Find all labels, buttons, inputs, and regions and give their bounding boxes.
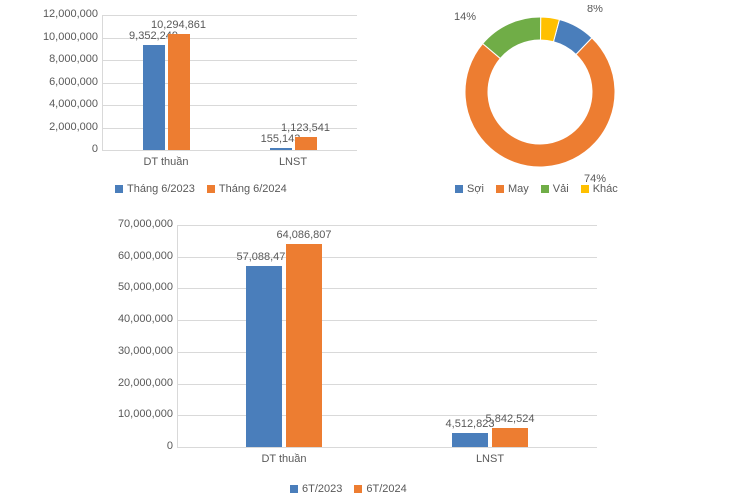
dashboard: 0 2,000,000 4,000,000 6,000,000 8,000,000 10,… (0, 0, 730, 504)
legend-item: May (496, 183, 529, 195)
legend-label: 6T/2023 (302, 483, 342, 495)
legend-swatch (541, 185, 549, 193)
gridline (177, 447, 597, 448)
donut-slice-label: 14% (454, 11, 476, 23)
y-axis-label: 0 (105, 440, 173, 452)
bar-value-label: 10,294,861 (151, 19, 207, 31)
y-axis-label: 10,000,000 (30, 31, 98, 43)
bar-value-label: 1,123,541 (278, 122, 334, 134)
donut-svg: 8%74%14%4% (420, 5, 710, 185)
category-label: DT thuần (136, 156, 196, 168)
chart-6month-legend: 6T/2023 6T/2024 (290, 483, 407, 495)
category-label: LNST (460, 453, 520, 465)
gridline (102, 150, 357, 151)
legend-label: Vải (553, 183, 569, 195)
legend-label: Khác (593, 183, 618, 195)
y-axis-label: 20,000,000 (105, 377, 173, 389)
bar (168, 34, 190, 150)
y-axis-label: 50,000,000 (105, 281, 173, 293)
legend-label: Sợi (467, 183, 484, 195)
chart-donut: 8%74%14%4% Sợi May Vải Khác (420, 5, 710, 205)
category-label: LNST (263, 156, 323, 168)
y-axis-label: 6,000,000 (30, 76, 98, 88)
gridline (102, 105, 357, 106)
gridline (102, 83, 357, 84)
donut-slice (465, 38, 615, 167)
bar (143, 45, 165, 150)
legend-label: Tháng 6/2023 (127, 183, 195, 195)
y-axis-line (102, 15, 103, 150)
legend-swatch (290, 485, 298, 493)
gridline (177, 320, 597, 321)
y-axis-label: 70,000,000 (105, 218, 173, 230)
legend-label: May (508, 183, 529, 195)
legend-swatch (496, 185, 504, 193)
legend-item: Sợi (455, 183, 484, 195)
y-axis-label: 12,000,000 (30, 8, 98, 20)
legend-item: 6T/2024 (354, 483, 406, 495)
y-axis-label: 0 (30, 143, 98, 155)
y-axis-label: 2,000,000 (30, 121, 98, 133)
y-axis-line (177, 225, 178, 447)
category-label: DT thuần (254, 453, 314, 465)
bar (295, 137, 317, 150)
legend-label: 6T/2024 (366, 483, 406, 495)
legend-item: Tháng 6/2023 (115, 183, 195, 195)
legend-item: 6T/2023 (290, 483, 342, 495)
bar (452, 433, 488, 447)
chart-monthly-legend: Tháng 6/2023 Tháng 6/2024 (115, 183, 287, 195)
chart-6month-bar: 0 10,000,000 20,000,000 30,000,000 40,000,00… (105, 215, 625, 500)
bar (286, 244, 322, 447)
bar-value-label: 5,842,524 (482, 413, 538, 425)
bar-value-label: 64,086,807 (276, 229, 332, 241)
y-axis-label: 40,000,000 (105, 313, 173, 325)
donut-legend: Sợi May Vải Khác (455, 183, 618, 195)
y-axis-label: 8,000,000 (30, 53, 98, 65)
legend-item: Vải (541, 183, 569, 195)
gridline (177, 225, 597, 226)
legend-swatch (455, 185, 463, 193)
legend-label: Tháng 6/2024 (219, 183, 287, 195)
legend-swatch (354, 485, 362, 493)
y-axis-label: 60,000,000 (105, 250, 173, 262)
legend-item: Tháng 6/2024 (207, 183, 287, 195)
y-axis-label: 4,000,000 (30, 98, 98, 110)
gridline (177, 384, 597, 385)
gridline (102, 15, 357, 16)
gridline (177, 288, 597, 289)
bar (270, 148, 292, 150)
gridline (177, 352, 597, 353)
legend-swatch (207, 185, 215, 193)
bar-value-label: 57,088,477 (236, 251, 292, 263)
chart-monthly-bar: 0 2,000,000 4,000,000 6,000,000 8,000,000 10,… (30, 5, 370, 200)
y-axis-label: 30,000,000 (105, 345, 173, 357)
y-axis-label: 10,000,000 (105, 408, 173, 420)
bar (492, 428, 528, 447)
legend-swatch (115, 185, 123, 193)
legend-item: Khác (581, 183, 618, 195)
legend-swatch (581, 185, 589, 193)
gridline (102, 60, 357, 61)
bar (246, 266, 282, 447)
donut-slice-label: 8% (587, 5, 603, 15)
